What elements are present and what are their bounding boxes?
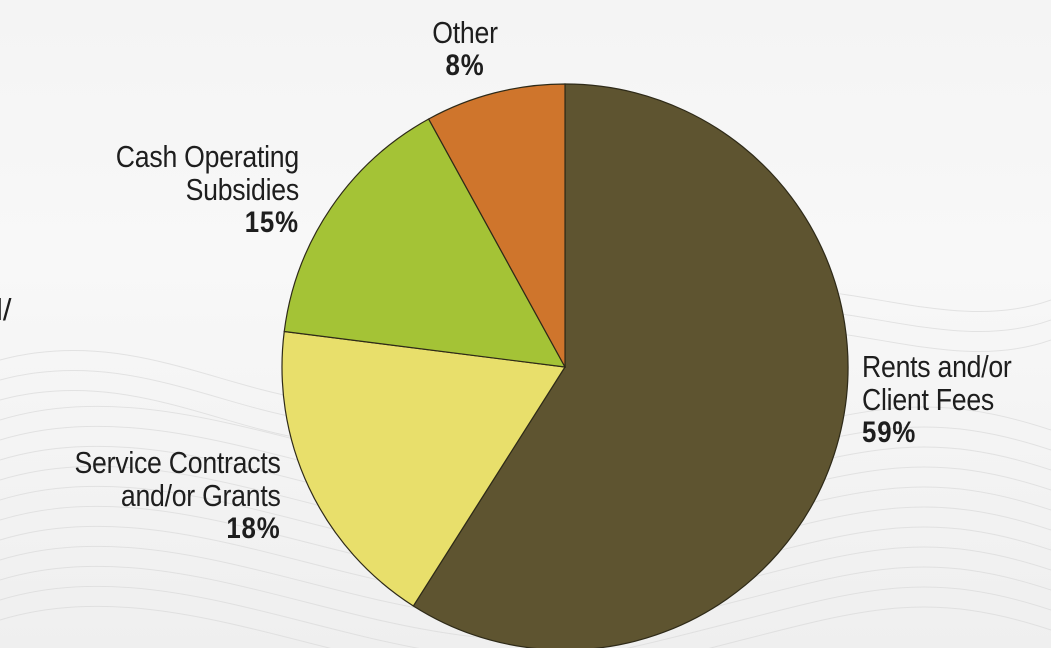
slice-label-service-line2: and/or Grants	[121, 478, 281, 513]
pie-slice-cash-operating	[283, 118, 567, 368]
slice-label-service-line1: Service Contracts	[74, 445, 281, 480]
slice-label-service-contracts: Service Contracts and/or Grants 18%	[75, 446, 281, 546]
slice-label-cash-line2: Subsidies	[185, 172, 300, 207]
pie-slice-other	[427, 83, 566, 368]
slice-label-rents-line1: Rents and/or	[862, 349, 1012, 384]
slice-label-other: Other 8%	[422, 16, 508, 83]
slice-percent-rents: 59%	[862, 416, 917, 449]
pie-slice-service-contracts	[281, 330, 567, 607]
cropped-edge-text: l/	[0, 292, 12, 327]
slice-label-cash-line1: Cash Operating	[115, 139, 299, 174]
slice-label-rents-line2: Client Fees	[862, 382, 995, 417]
slice-label-cash-operating: Cash Operating Subsidies 15%	[116, 140, 299, 240]
slice-label-rents: Rents and/or Client Fees 59%	[862, 350, 1012, 450]
slice-label-other-line1: Other	[432, 15, 498, 50]
slice-percent-cash: 15%	[244, 206, 299, 239]
slice-percent-service: 18%	[226, 512, 281, 545]
slice-percent-other: 8%	[445, 49, 485, 82]
pie-slice-rents	[412, 83, 849, 648]
